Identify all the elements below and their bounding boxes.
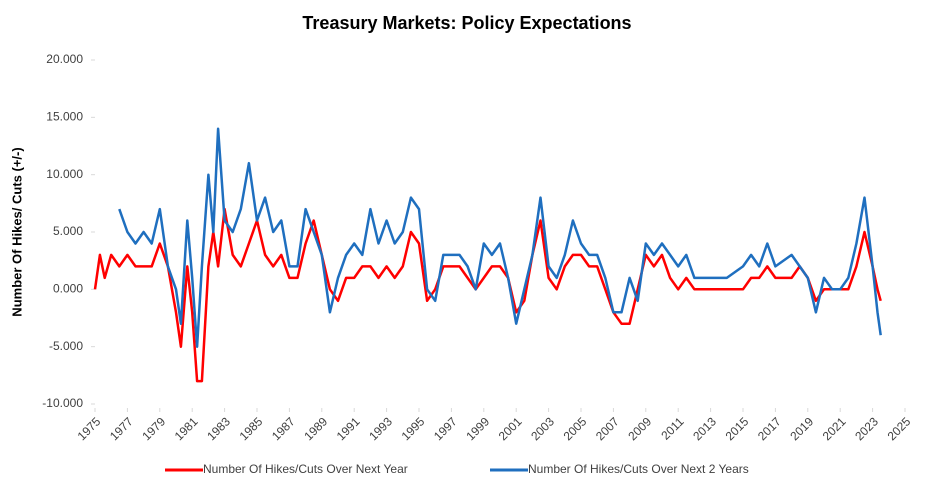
x-tick-label: 1977 [107, 414, 136, 443]
x-tick-label: 1995 [399, 414, 428, 443]
x-tick-label: 1975 [75, 414, 104, 443]
x-tick-label: 2025 [885, 414, 914, 443]
legend-label: Number Of Hikes/Cuts Over Next 2 Years [528, 462, 749, 476]
y-axis-label: Number Of Hikes/ Cuts (+/-) [9, 147, 24, 316]
x-tick-label: 2009 [625, 414, 654, 443]
x-tick-label: 1987 [269, 414, 298, 443]
x-tick-label: 1983 [204, 414, 233, 443]
x-tick-label: 2007 [593, 414, 622, 443]
y-tick-label: -5.000 [49, 339, 83, 353]
series-line [118, 127, 882, 348]
x-tick-label: 2003 [528, 414, 557, 443]
x-tick-label: 2011 [658, 414, 686, 442]
x-tick-label: 1997 [431, 414, 460, 443]
x-tick-label: 2001 [496, 414, 525, 443]
x-tick-label: 1979 [139, 414, 168, 443]
x-tick-label: 2015 [723, 414, 752, 443]
x-tick-label: 2023 [852, 414, 881, 443]
series-line [93, 207, 882, 383]
x-tick-label: 1991 [334, 414, 363, 443]
y-tick-label: 0.000 [53, 282, 83, 296]
x-tick-label: 1993 [366, 414, 395, 443]
y-tick-label: 10.000 [46, 167, 83, 181]
x-tick-label: 1985 [237, 414, 266, 443]
y-tick-label: -10.000 [42, 396, 83, 410]
x-tick-label: 2005 [561, 414, 590, 443]
x-tick-label: 2013 [690, 414, 719, 443]
y-tick-label: 15.000 [46, 110, 83, 124]
x-tick-label: 2017 [755, 414, 784, 443]
x-tick-label: 2021 [820, 414, 849, 443]
x-tick-label: 2019 [787, 414, 816, 443]
x-tick-label: 1981 [172, 414, 201, 443]
x-tick-label: 1999 [463, 414, 492, 443]
y-tick-label: 5.000 [53, 224, 83, 238]
y-tick-label: 20.000 [46, 52, 83, 66]
chart-title: Treasury Markets: Policy Expectations [302, 13, 631, 33]
x-tick-label: 1989 [301, 414, 330, 443]
legend-label: Number Of Hikes/Cuts Over Next Year [203, 462, 408, 476]
